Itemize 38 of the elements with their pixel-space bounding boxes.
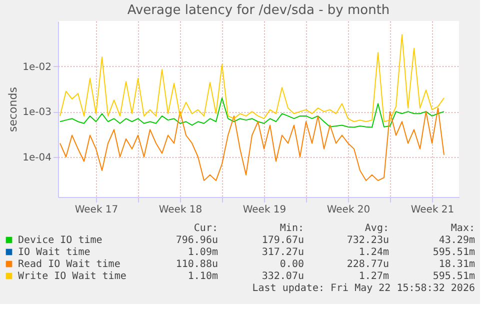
text: 1.09m (188, 247, 218, 258)
text: 0.00 (280, 259, 304, 270)
legend-label: Write IO Wait time (18, 271, 126, 282)
line-series (60, 97, 444, 128)
line-series (60, 107, 444, 182)
x-tick-label: Week 21 (410, 204, 454, 216)
text: 179.67u (262, 235, 304, 246)
text: 1.10m (188, 271, 218, 282)
text: 595.51m (432, 247, 475, 258)
text: 732.23u (346, 235, 389, 246)
text: 332.07u (262, 271, 304, 282)
x-tick-label: Week 18 (158, 204, 202, 216)
text: 110.88u (176, 259, 218, 270)
text: 796.96u (176, 235, 218, 246)
text: 317.27u (262, 247, 304, 258)
legend-label: IO Wait time (18, 247, 90, 258)
line-series (60, 34, 444, 122)
y-tick-label: 1e-03 (22, 107, 52, 118)
text: Last update: Fri May 22 15:58:32 2026 (252, 283, 475, 294)
text: Min: (280, 223, 304, 234)
x-tick-label: Week 19 (242, 204, 286, 216)
y-tick-label: 1e-04 (22, 152, 52, 164)
legend-label: Device IO time (18, 235, 102, 246)
y-tick-label: 1e-02 (22, 62, 52, 73)
text: 43.29m (438, 235, 475, 246)
text: 595.51m (432, 271, 475, 282)
y-axis-title: seconds (6, 86, 20, 132)
text: 18.31m (438, 259, 475, 270)
text: Cur: (194, 223, 218, 234)
x-tick-label: Week 17 (74, 204, 118, 216)
chart-title: Average latency for /dev/sda - by month (127, 3, 390, 18)
text: 1.24m (358, 247, 389, 258)
text: Avg: (364, 223, 389, 234)
text: Max: (450, 223, 475, 234)
text: 1.27m (358, 271, 389, 282)
legend-label: Read IO Wait time (18, 259, 120, 270)
text: 228.77u (346, 259, 389, 270)
x-tick-label: Week 20 (326, 204, 370, 216)
